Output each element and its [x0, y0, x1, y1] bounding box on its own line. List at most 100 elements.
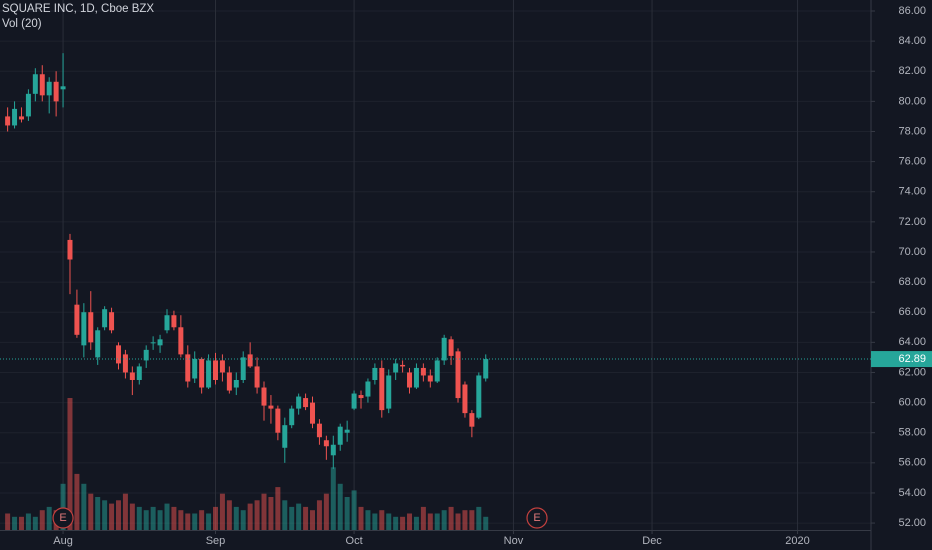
candle-body	[240, 357, 246, 380]
volume-bar	[455, 513, 461, 530]
last-price-label: 62.89	[898, 353, 926, 365]
volume-bar	[5, 513, 11, 530]
volume-bar	[81, 483, 87, 530]
candle-body	[455, 351, 461, 399]
candle-body	[81, 312, 87, 346]
candle-body	[88, 312, 94, 343]
volume-bar	[109, 503, 115, 530]
y-tick-label: 70.00	[898, 246, 926, 258]
volume-bar	[74, 473, 80, 530]
volume-bar	[365, 510, 371, 530]
candle-body	[413, 367, 419, 388]
volume-bar	[247, 503, 253, 530]
candle-body	[129, 372, 135, 380]
candle-body	[434, 360, 440, 382]
candle-body	[247, 354, 253, 367]
candle-body	[157, 339, 163, 346]
volume-bar	[88, 493, 94, 530]
volume-bar	[192, 513, 198, 530]
volume-bar	[483, 516, 489, 530]
candle-body	[420, 367, 426, 376]
volume-bar	[316, 500, 322, 530]
x-tick-label: 2020	[785, 535, 809, 547]
volume-bar	[122, 493, 128, 530]
candle-body	[462, 384, 468, 414]
volume-bar	[413, 516, 419, 530]
candle-body	[212, 360, 218, 380]
earnings-marker	[52, 507, 74, 529]
candle-body	[337, 426, 343, 445]
candle-body	[5, 116, 11, 126]
candle-body	[351, 393, 357, 409]
volume-bar	[337, 483, 343, 530]
volume-bar	[129, 503, 135, 530]
candle-body	[164, 315, 170, 331]
y-tick-label: 74.00	[898, 186, 926, 198]
chart-title: SQUARE INC, 1D, Cboe BZX	[2, 3, 154, 15]
volume-bar	[18, 516, 24, 530]
candle-body	[171, 315, 177, 328]
candle-body	[441, 337, 447, 361]
volume-bar	[185, 513, 191, 530]
marks	[5, 53, 489, 530]
candle-body	[206, 360, 212, 388]
y-tick-label: 78.00	[898, 125, 926, 137]
volume-bar	[115, 500, 121, 530]
volume-bar	[136, 506, 142, 530]
volume-bar	[39, 510, 45, 530]
candle-body	[427, 375, 433, 382]
candle-body	[365, 381, 371, 397]
candle-body	[109, 312, 115, 331]
y-tick-label: 72.00	[898, 216, 926, 228]
candle-body	[122, 354, 128, 373]
volume-bar	[289, 506, 295, 530]
earnings-label: E	[533, 512, 540, 524]
volume-bar	[386, 513, 392, 530]
volume-bar	[157, 510, 163, 530]
y-tick-label: 56.00	[898, 457, 926, 469]
y-tick-label: 64.00	[898, 336, 926, 348]
y-tick-label: 66.00	[898, 306, 926, 318]
y-tick-label: 60.00	[898, 396, 926, 408]
candle-body	[226, 372, 232, 391]
candle-body	[95, 330, 101, 358]
candle-body	[46, 81, 52, 96]
candle-body	[219, 360, 225, 373]
candle-body	[358, 395, 364, 399]
candle-body	[67, 239, 73, 260]
candle-body	[18, 116, 24, 120]
x-tick-label: Oct	[346, 535, 363, 547]
volume-bar	[32, 516, 38, 530]
y-tick-label: 54.00	[898, 487, 926, 499]
candle-body	[268, 405, 274, 409]
y-tick-label: 62.00	[898, 366, 926, 378]
candle-body	[393, 363, 399, 373]
volume-bar	[393, 516, 399, 530]
candle-body	[275, 408, 281, 433]
y-tick-label: 82.00	[898, 65, 926, 77]
candle-body	[407, 372, 413, 388]
volume-bar	[25, 513, 31, 530]
volume-bar	[60, 483, 66, 530]
volume-bar	[441, 510, 447, 530]
candle-body	[192, 358, 198, 379]
volume-bar	[344, 497, 350, 530]
candle-body	[136, 366, 142, 380]
volume-label: Vol (20)	[2, 18, 42, 30]
candle-body	[60, 86, 66, 90]
y-tick-label: 68.00	[898, 276, 926, 288]
volume-bar	[178, 510, 184, 530]
volume-bar	[351, 490, 357, 530]
y-tick-label: 52.00	[898, 517, 926, 529]
volume-bar	[448, 506, 454, 530]
volume-bar	[476, 506, 482, 530]
y-tick-label: 84.00	[898, 35, 926, 47]
volume-bar	[164, 503, 170, 530]
volume-bar	[143, 510, 149, 530]
candle-body	[53, 81, 59, 102]
volume-bar	[12, 516, 18, 530]
candle-body	[310, 402, 316, 424]
y-tick-label: 86.00	[898, 5, 926, 17]
x-tick-label: Aug	[53, 535, 73, 547]
volume-bar	[282, 500, 288, 530]
